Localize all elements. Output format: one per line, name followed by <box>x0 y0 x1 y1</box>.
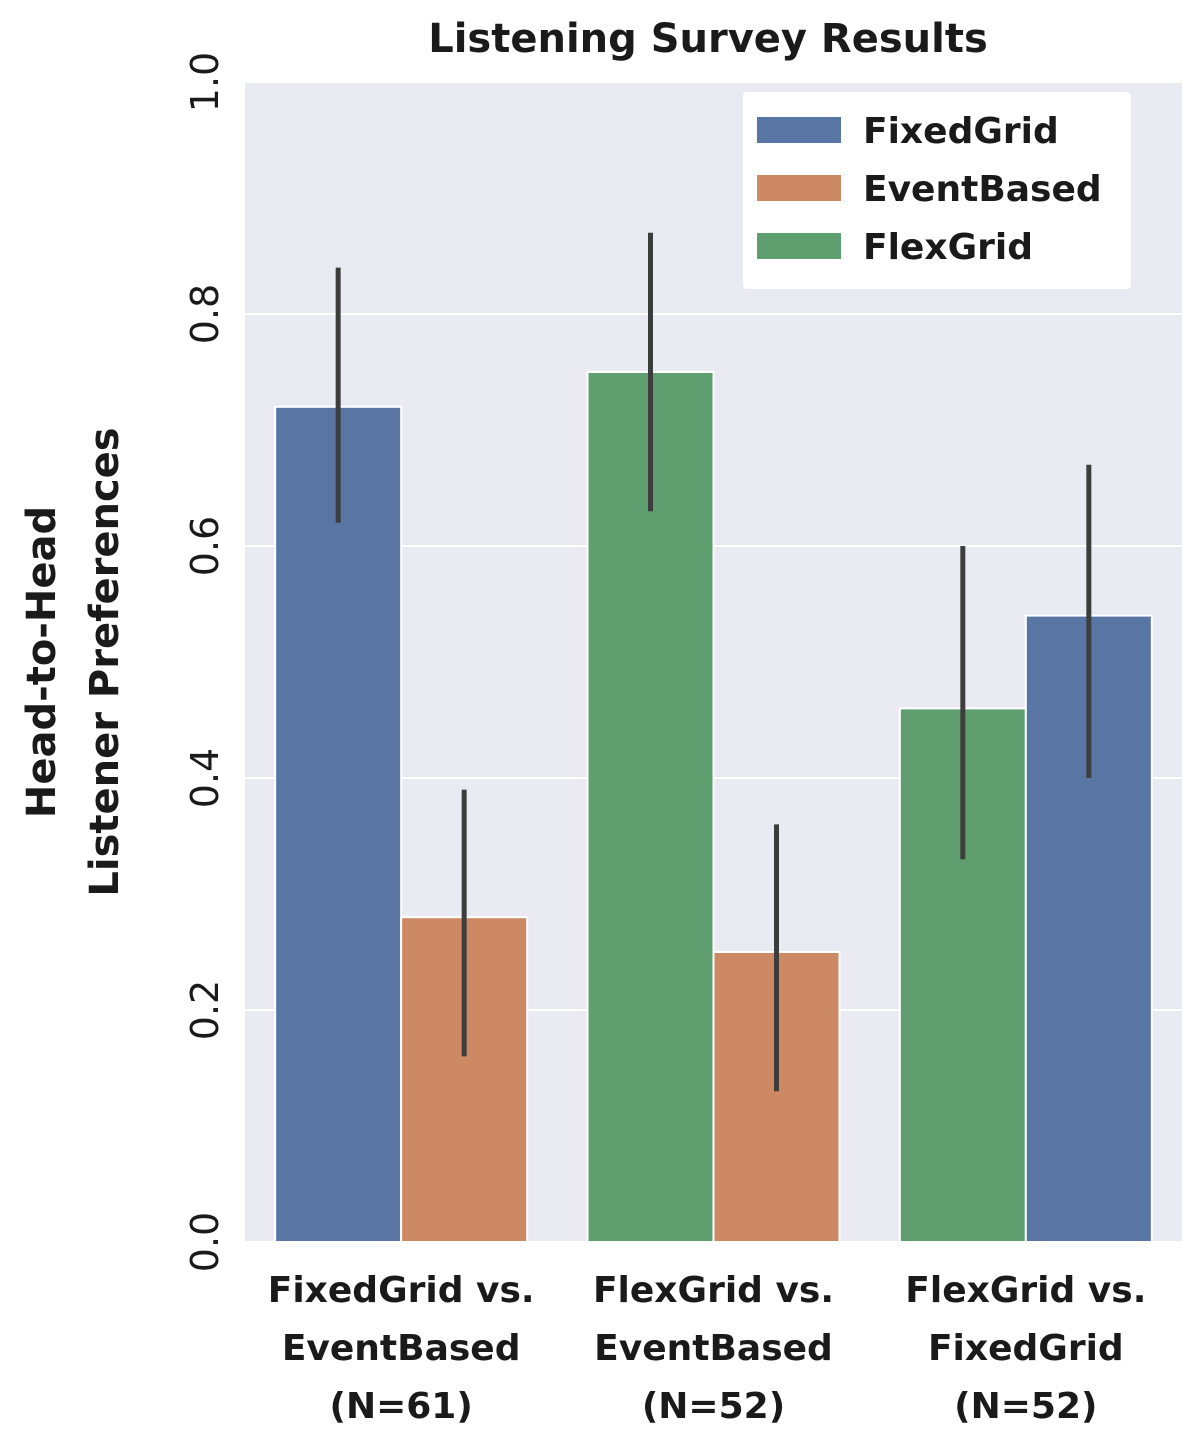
x-tick-label: FlexGrid vs. FixedGrid (N=52) <box>905 1270 1146 1427</box>
legend-swatch-flexgrid <box>757 233 841 259</box>
legend-label: FlexGrid <box>863 227 1033 268</box>
legend: FixedGrid EventBased FlexGrid <box>743 92 1131 289</box>
legend-swatch-eventbased <box>757 175 841 201</box>
chart-title: Listening Survey Results <box>428 16 988 62</box>
y-tick-label: 1.0 <box>183 52 227 112</box>
x-tick-label: FlexGrid vs. EventBased (N=52) <box>593 1270 834 1427</box>
x-tick-label: FixedGrid vs. EventBased (N=61) <box>268 1270 535 1427</box>
y-axis-ticks: 0.0 0.2 0.4 0.6 0.8 1.0 <box>183 52 227 1272</box>
legend-label: EventBased <box>863 169 1102 210</box>
bar-flexgrid <box>586 371 715 1243</box>
bar-fixedgrid <box>274 405 403 1243</box>
y-tick-label: 0.8 <box>183 284 227 344</box>
y-axis-label: Head-to-Head Listener Preferences <box>19 427 128 896</box>
y-axis-label-line: Head-to-Head <box>19 506 65 818</box>
y-tick-label: 0.0 <box>183 1212 227 1272</box>
legend-swatch-fixedgrid <box>757 117 841 143</box>
x-axis-ticks: FixedGrid vs. EventBased (N=61) FlexGrid vs… <box>268 1270 1147 1427</box>
y-tick-label: 0.4 <box>183 748 227 808</box>
legend-label: FixedGrid <box>863 111 1059 152</box>
y-tick-label: 0.2 <box>183 980 227 1040</box>
bars <box>274 371 1153 1243</box>
error-bars <box>335 232 1092 1092</box>
y-tick-label: 0.6 <box>183 516 227 576</box>
y-axis-label-line: Listener Preferences <box>82 427 128 896</box>
